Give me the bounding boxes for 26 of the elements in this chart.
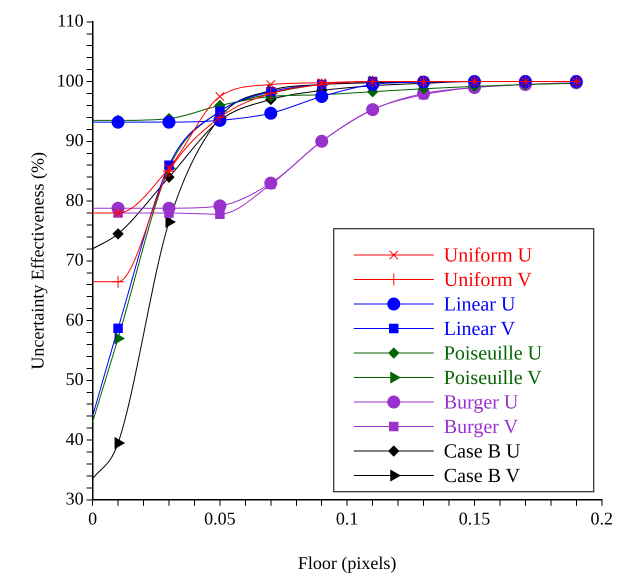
x-tick-label: 0.2 bbox=[590, 508, 613, 528]
y-tick-label: 30 bbox=[66, 488, 84, 509]
legend-label: Burger V bbox=[444, 416, 519, 438]
legend-label: Uniform V bbox=[444, 268, 532, 291]
y-tick-label: 40 bbox=[66, 428, 84, 449]
x-tick-label: 0.15 bbox=[458, 508, 490, 528]
x-tick-label: 0.1 bbox=[336, 508, 358, 528]
y-tick-label: 50 bbox=[66, 369, 84, 390]
legend-label: Poiseuille V bbox=[444, 366, 542, 389]
legend-label: Linear U bbox=[444, 293, 516, 316]
y-tick-label: 70 bbox=[66, 250, 84, 270]
legend-label: Burger U bbox=[444, 391, 519, 414]
x-tick-label: 0 bbox=[88, 508, 98, 528]
y-axis-title: Uncertainty Effectiveness (%) bbox=[28, 152, 48, 370]
y-tick-label: 60 bbox=[66, 309, 84, 330]
legend-label: Case B U bbox=[444, 440, 521, 462]
y-tick-label: 100 bbox=[56, 70, 84, 90]
legend-label: Case B V bbox=[444, 464, 521, 487]
legend-label: Poiseuille U bbox=[444, 342, 543, 364]
legend-label: Uniform U bbox=[444, 244, 533, 266]
y-tick-label: 90 bbox=[66, 130, 84, 150]
x-axis-title: Floor (pixels) bbox=[298, 552, 396, 573]
y-tick-label: 80 bbox=[66, 190, 84, 210]
x-tick-label: 0.05 bbox=[204, 508, 236, 528]
legend-label: Linear V bbox=[444, 318, 516, 340]
y-tick-label: 110 bbox=[57, 10, 84, 31]
